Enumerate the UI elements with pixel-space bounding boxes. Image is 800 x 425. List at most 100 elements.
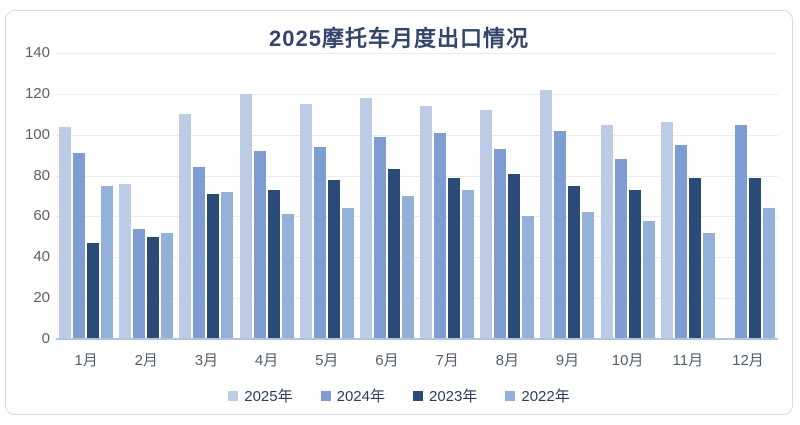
- legend-swatch-2025年: [228, 390, 239, 401]
- bar-2023年-10月: [628, 189, 641, 339]
- bar-2025年-10月: [600, 124, 613, 339]
- legend-label-2025年: 2025年: [244, 388, 293, 405]
- bar-2023年-8月: [508, 173, 521, 339]
- y-tick-label-0: 0: [41, 330, 50, 347]
- legend-swatch-2024年: [320, 390, 331, 401]
- x-axis-labels: 1月 2月 3月 4月 5月 6月 7月 8月 9月 10月 11月 12月: [56, 349, 778, 370]
- x-tick-label-12月: 12月: [732, 352, 764, 369]
- x-tick-label-3月: 3月: [194, 352, 219, 369]
- bar-group-5月: [297, 53, 357, 339]
- bar-2022年-3月: [221, 191, 234, 339]
- bar-2025年-7月: [420, 106, 433, 339]
- y-tick-label-120: 120: [24, 84, 50, 102]
- gridline-80: [56, 175, 778, 177]
- x-tick-label-10月: 10月: [611, 352, 644, 369]
- bar-2023年-12月: [748, 177, 761, 339]
- bar-group-2月: [116, 53, 176, 339]
- bar-2024年-12月: [734, 124, 747, 339]
- gridline-100: [56, 134, 778, 136]
- bar-2024年-10月: [614, 159, 627, 339]
- bar-2025年-9月: [540, 89, 553, 339]
- bar-group-3月: [176, 53, 236, 339]
- bar-2024年-6月: [373, 136, 386, 339]
- x-tick-label-6月: 6月: [375, 352, 399, 369]
- bar-2022年-4月: [281, 214, 294, 339]
- chart-title: 2025摩托车月度出口情况: [269, 26, 529, 51]
- legend-label-2024年: 2024年: [336, 388, 385, 405]
- bar-2024年-11月: [674, 144, 687, 339]
- gridline-40: [56, 257, 778, 259]
- bar-2024年-9月: [554, 130, 567, 339]
- legend-item-2024年: 2024年: [320, 385, 385, 406]
- bar-2024年-5月: [313, 146, 326, 339]
- bar-group-6月: [357, 53, 417, 339]
- bar-2025年-11月: [660, 122, 673, 339]
- x-tick-label-8月: 8月: [495, 352, 519, 369]
- bar-2024年-4月: [253, 151, 266, 339]
- gridline-120: [56, 93, 778, 95]
- bar-group-7月: [417, 53, 477, 339]
- y-tick-label-20: 20: [33, 289, 50, 307]
- x-tick-label-2月: 2月: [134, 352, 158, 369]
- bar-2025年-5月: [299, 104, 312, 339]
- legend-item-2025年: 2025年: [228, 385, 293, 406]
- plot-area: [56, 53, 778, 340]
- bar-2022年-7月: [462, 189, 475, 339]
- bar-2024年-1月: [73, 153, 86, 339]
- bar-group-8月: [477, 53, 537, 339]
- bar-2022年-12月: [762, 208, 775, 339]
- bar-group-4月: [237, 53, 297, 339]
- legend-item-2022年: 2022年: [505, 385, 570, 406]
- bar-group-12月: [718, 53, 778, 339]
- gridline-60: [56, 216, 778, 218]
- y-tick-label-80: 80: [33, 166, 50, 184]
- x-axis-line: [56, 338, 778, 340]
- x-tick-label-1月: 1月: [74, 352, 98, 369]
- bar-2023年-6月: [387, 169, 400, 339]
- legend: 2025年 2024年 2023年 2022年: [6, 385, 792, 406]
- legend-label-2023年: 2023年: [429, 388, 478, 405]
- bar-2023年-7月: [448, 177, 461, 339]
- bar-series-container: [56, 53, 778, 339]
- bar-group-11月: [658, 53, 718, 339]
- chart-card: 2025摩托车月度出口情况 0 20 40 60 80 100 120 140 1月 2月 3月 4…: [5, 10, 793, 415]
- y-tick-label-140: 140: [24, 44, 50, 61]
- bar-2025年-6月: [359, 97, 372, 339]
- bar-2022年-1月: [101, 185, 114, 339]
- bar-2022年-9月: [582, 212, 595, 339]
- x-tick-label-4月: 4月: [254, 352, 279, 369]
- bar-2022年-2月: [161, 232, 174, 339]
- bar-2022年-11月: [702, 232, 715, 339]
- gridline-20: [56, 298, 778, 300]
- bar-2024年-2月: [133, 228, 146, 339]
- bar-2025年-1月: [59, 126, 72, 339]
- legend-swatch-2022年: [505, 390, 516, 401]
- x-tick-label-5月: 5月: [315, 352, 339, 369]
- x-tick-label-9月: 9月: [555, 352, 580, 369]
- bar-2025年-8月: [480, 110, 493, 339]
- bar-2024年-7月: [434, 132, 447, 339]
- legend-item-2023年: 2023年: [413, 385, 477, 406]
- bar-2023年-2月: [147, 236, 160, 339]
- bar-2025年-3月: [179, 114, 192, 339]
- y-tick-label-60: 60: [33, 207, 50, 225]
- legend-swatch-2023年: [413, 390, 423, 401]
- bar-2025年-2月: [119, 183, 132, 339]
- bar-group-10月: [598, 53, 658, 339]
- bar-2023年-9月: [568, 185, 581, 339]
- x-tick-label-11月: 11月: [672, 352, 704, 369]
- bar-2023年-5月: [327, 179, 340, 339]
- bar-2023年-11月: [688, 177, 701, 339]
- y-tick-label-100: 100: [24, 125, 50, 143]
- legend-label-2022年: 2022年: [521, 388, 570, 405]
- bar-group-9月: [537, 53, 597, 339]
- bar-2024年-3月: [193, 167, 206, 339]
- y-tick-label-40: 40: [33, 248, 50, 266]
- bar-2022年-8月: [522, 216, 535, 339]
- x-tick-label-7月: 7月: [435, 352, 459, 369]
- bar-2023年-1月: [87, 243, 100, 339]
- bar-group-1月: [56, 53, 116, 339]
- bar-2022年-6月: [401, 196, 414, 339]
- bar-2025年-4月: [239, 93, 252, 339]
